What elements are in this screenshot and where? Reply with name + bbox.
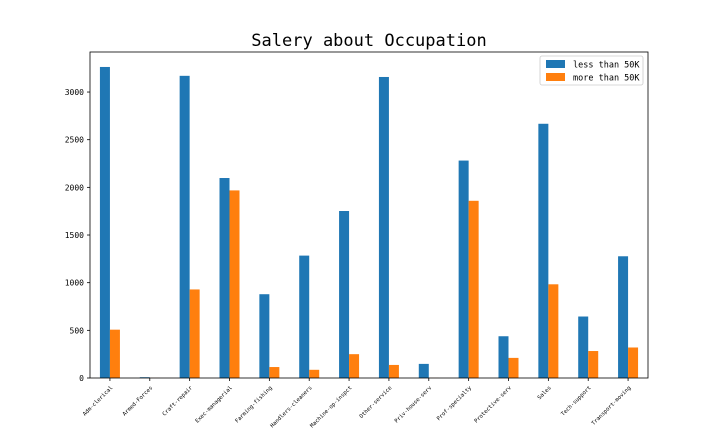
bar-less-than-50k-farming-fishing [259, 294, 269, 378]
bar-less-than-50k-priv-house-serv [419, 364, 429, 378]
bar-more-than-50k-adm-clerical [110, 330, 120, 378]
bar-more-than-50k-other-service [389, 365, 399, 378]
legend-swatch-less-than-50k [546, 60, 565, 68]
bar-less-than-50k-tech-support [578, 317, 588, 378]
bar-less-than-50k-craft-repair [180, 76, 190, 378]
bar-more-than-50k-exec-managerial [230, 190, 240, 378]
y-tick-label: 1000 [65, 279, 84, 288]
bar-more-than-50k-craft-repair [190, 289, 200, 378]
y-tick-label: 2500 [65, 136, 84, 145]
legend-label-less-than-50k: less than 50K [573, 61, 640, 71]
legend: less than 50K more than 50K [540, 56, 643, 85]
bar-more-than-50k-protective-serv [509, 358, 519, 378]
bar-more-than-50k-prof-specialty [469, 201, 479, 378]
bar-more-than-50k-machine-op-inspct [349, 354, 359, 378]
bar-less-than-50k-machine-op-inspct [339, 211, 349, 378]
bar-less-than-50k-handlers-cleaners [299, 256, 309, 378]
bar-less-than-50k-adm-clerical [100, 67, 110, 378]
y-tick-label: 500 [70, 326, 85, 335]
y-tick-label: 0 [79, 374, 84, 383]
bar-less-than-50k-protective-serv [499, 336, 509, 378]
bar-less-than-50k-sales [538, 124, 548, 378]
bar-less-than-50k-exec-managerial [220, 178, 230, 378]
bar-less-than-50k-other-service [379, 77, 389, 378]
bar-less-than-50k-transport-moving [618, 256, 628, 378]
bar-less-than-50k-prof-specialty [459, 161, 469, 378]
bar-more-than-50k-sales [548, 284, 558, 378]
y-tick-label: 2000 [65, 183, 84, 192]
legend-swatch-more-than-50k [546, 73, 565, 81]
bar-more-than-50k-farming-fishing [269, 367, 279, 378]
y-tick-label: 1500 [65, 231, 84, 240]
legend-label-more-than-50k: more than 50K [573, 74, 640, 84]
bar-more-than-50k-handlers-cleaners [309, 370, 319, 378]
bar-more-than-50k-transport-moving [628, 347, 638, 378]
y-tick-label: 3000 [65, 88, 84, 97]
chart-title: Salery about Occupation [251, 31, 486, 51]
bar-more-than-50k-tech-support [588, 351, 598, 378]
